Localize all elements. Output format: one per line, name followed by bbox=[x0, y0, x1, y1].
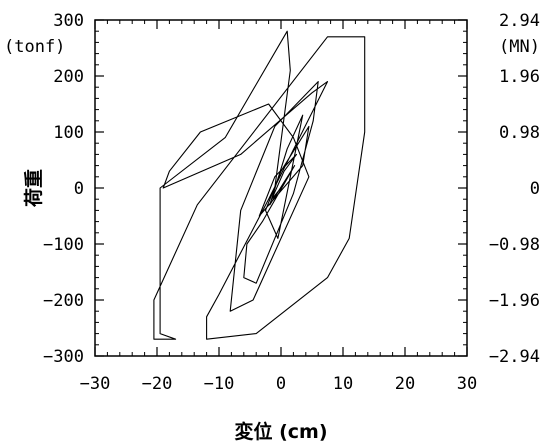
y-tick-label: −100 bbox=[43, 235, 84, 255]
x-axis-title: 変位 (cm) bbox=[234, 420, 327, 443]
y2-tick-label: 1.96 bbox=[499, 67, 540, 87]
x-tick-label: 30 bbox=[457, 374, 477, 394]
y-tick-label: 200 bbox=[53, 67, 84, 87]
axis-ticks bbox=[94, 19, 468, 357]
y-tick-label: 0 bbox=[74, 179, 84, 199]
y-tick-label: 100 bbox=[53, 123, 84, 143]
y-unit-right-label: (MN) bbox=[499, 37, 540, 57]
y-tick-label: −300 bbox=[43, 347, 84, 367]
y2-tick-label: −1.96 bbox=[489, 291, 540, 311]
tick-labels: −30 −20 −10 0 10 20 30−300−200−1000100200300−2… bbox=[43, 11, 540, 394]
x-tick-label: −30 bbox=[80, 374, 111, 394]
x-tick-label: 0 bbox=[276, 374, 286, 394]
y-unit-left-label: (tonf) bbox=[4, 37, 65, 57]
x-tick-label: 20 bbox=[395, 374, 415, 394]
y2-tick-label: 0.98 bbox=[499, 123, 540, 143]
y2-tick-label: −2.94 bbox=[489, 347, 540, 367]
y2-tick-label: −0.98 bbox=[489, 235, 540, 255]
series-layer bbox=[153, 30, 366, 340]
y2-tick-label: 2.94 bbox=[499, 11, 540, 31]
y-tick-label: −200 bbox=[43, 291, 84, 311]
y-tick-label: 300 bbox=[53, 11, 84, 31]
y2-tick-label: 0 bbox=[530, 179, 540, 199]
x-tick-label: −10 bbox=[204, 374, 235, 394]
hysteresis-series-line bbox=[153, 30, 366, 340]
y-axis-title: 荷重 bbox=[22, 169, 45, 207]
x-tick-label: −20 bbox=[142, 374, 173, 394]
x-tick-label: 10 bbox=[333, 374, 353, 394]
